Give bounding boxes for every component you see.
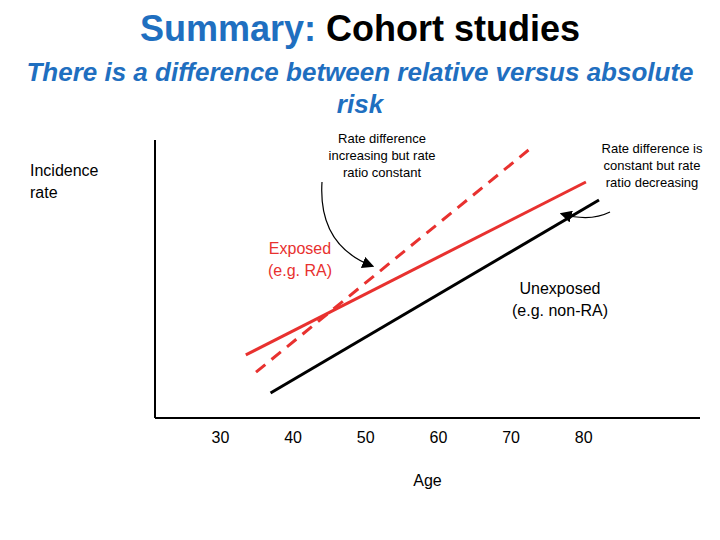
- svg-text:70: 70: [502, 429, 520, 446]
- html-text:There is a difference between: There is a difference between relative v…: [26, 57, 694, 119]
- html-text:Summary: Cohort studies: Summary: Cohort studies: [140, 8, 580, 49]
- html-text:rate: rate: [30, 184, 58, 201]
- svg-text:Age: Age: [413, 472, 442, 489]
- svg-text:50: 50: [357, 429, 375, 446]
- html-text:Incidence: Incidence: [30, 162, 99, 179]
- html-text:Exposed: Exposed: [268, 240, 332, 257]
- html-text:Rate difference increasing but: Rate difference increasing but rate rati…: [328, 131, 436, 180]
- html-text:(e.g. non-RA): (e.g. non-RA): [512, 302, 608, 319]
- svg-text:40: 40: [284, 429, 302, 446]
- svg-text:80: 80: [575, 429, 593, 446]
- html-text:Unexposed: Unexposed: [519, 280, 601, 297]
- html-text:Rate difference is constant bu: Rate difference is constant but rate rat…: [601, 141, 703, 190]
- svg-text:60: 60: [430, 429, 448, 446]
- svg-text:30: 30: [212, 429, 230, 446]
- html-text:(e.g. RA): (e.g. RA): [268, 262, 332, 279]
